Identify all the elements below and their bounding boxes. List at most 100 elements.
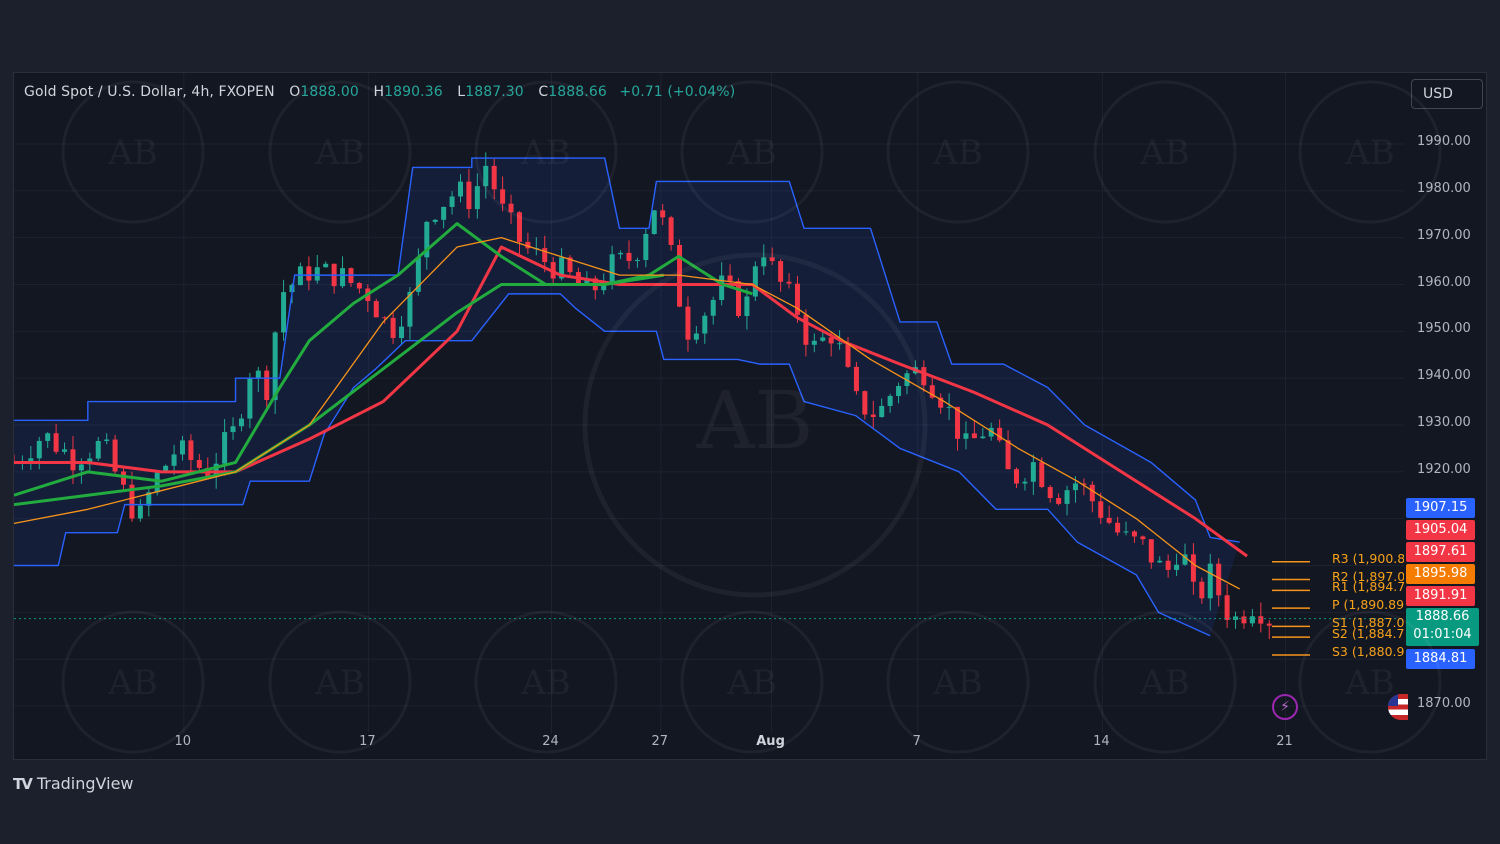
candle-body [449,196,455,207]
candle-body [820,337,826,341]
candle-body [457,181,463,197]
high-value: 1890.36 [384,84,443,100]
candle-body [1182,554,1188,565]
candle-body [887,395,893,406]
candle-body [719,275,725,300]
candle-body [971,433,977,439]
x-tick-label: 10 [174,734,192,749]
candle-body [668,217,674,245]
candle-body [735,281,741,316]
candle-body [1022,481,1028,484]
candle-body [963,433,969,439]
y-tick-label: 1960.00 [1417,274,1471,290]
candle-body [685,306,691,340]
pivot-label: R1 (1,894.7 [1332,579,1404,595]
candle-body [137,505,143,519]
price-tag: 1907.15 [1406,498,1475,518]
candle-body [314,267,320,281]
candle-body [1005,440,1011,470]
x-tick-label: 27 [651,734,669,749]
currency-button[interactable]: USD [1411,79,1483,109]
series-band-upper [14,157,1240,543]
candle-body [1098,501,1104,518]
price-tag: 1895.98 [1406,564,1475,584]
candle-body [356,282,362,289]
candle-body [1174,564,1180,570]
y-tick-label: 1870.00 [1417,696,1471,711]
pivot-label: S3 (1,880.9 [1332,643,1404,659]
candle-body [1072,483,1078,491]
candle-body [222,432,228,464]
series-ema-slow-green [14,273,665,507]
candle-body [238,418,244,427]
candle-body [1224,595,1230,620]
candle-body [95,440,101,459]
candle-body [432,219,438,222]
candle-body [1039,462,1045,488]
y-tick-label: 1950.00 [1417,321,1471,337]
series-band-lower [14,293,1211,637]
close-value: 1888.66 [548,84,607,100]
candle-body [1014,469,1020,484]
candle-body [803,314,809,345]
candle-body [1106,517,1112,523]
candle-body [778,261,784,282]
candle-body [1216,563,1222,596]
candle-body [896,386,902,396]
candle-body [1190,554,1196,582]
x-tick-label: 24 [542,734,559,749]
candle-body [390,317,396,339]
tradingview-name: TradingView [36,774,134,793]
candle-body [272,332,278,401]
price-tag: 1905.04 [1406,520,1475,540]
candle-body [601,283,607,291]
candle-body [407,291,413,327]
x-tick-label: 21 [1276,734,1293,749]
candle-body [609,254,615,284]
candle-body [761,257,767,267]
candle-body [702,315,708,334]
series-sma [14,237,1241,590]
candle-body [399,326,405,339]
price-chart[interactable] [14,73,1488,761]
candle-body [171,454,177,466]
pivot-label: P (1,890.89 [1332,597,1404,613]
symbol-title: Gold Spot / U.S. Dollar, 4h, FXOPEN [24,84,275,100]
candle-body [853,366,859,392]
candle-body [1199,581,1205,599]
candle-body [559,257,565,279]
candle-body [213,463,219,477]
x-tick-label: 14 [1093,734,1110,749]
candle-body [121,471,127,485]
chart-frame [13,72,1487,760]
candle-body [786,281,792,284]
candle-body [921,367,927,386]
candle-body [1081,483,1087,485]
candle-body [744,296,750,316]
candle-body [988,427,994,437]
candle-body [154,472,160,493]
candle-body [828,337,834,344]
pivot-label: S2 (1,884.7 [1332,626,1404,642]
candle-body [466,181,472,210]
lightning-icon[interactable]: ⚡ [1272,694,1298,720]
candle-body [323,263,329,268]
series-ema-slow [14,245,1248,558]
candle-body [1241,616,1247,624]
last-price-tag: 1888.66 01:01:04 [1406,608,1479,646]
tradingview-logo[interactable]: TV TradingView [13,774,134,793]
candle-body [36,440,42,459]
high-label: H [373,84,385,100]
price-tag: 1891.91 [1406,586,1475,606]
pivot-label: R2 (1,897.0 [1332,568,1404,584]
candle-body [264,370,270,401]
candle-body [980,436,986,439]
candle-body [710,299,716,316]
candle-body [45,433,51,441]
candle-body [794,283,800,315]
candle-body [1266,623,1272,626]
candle-body [1140,536,1146,540]
candle-body [626,252,632,261]
candle-body [1115,522,1121,533]
us-flag-icon[interactable] [1388,694,1408,720]
